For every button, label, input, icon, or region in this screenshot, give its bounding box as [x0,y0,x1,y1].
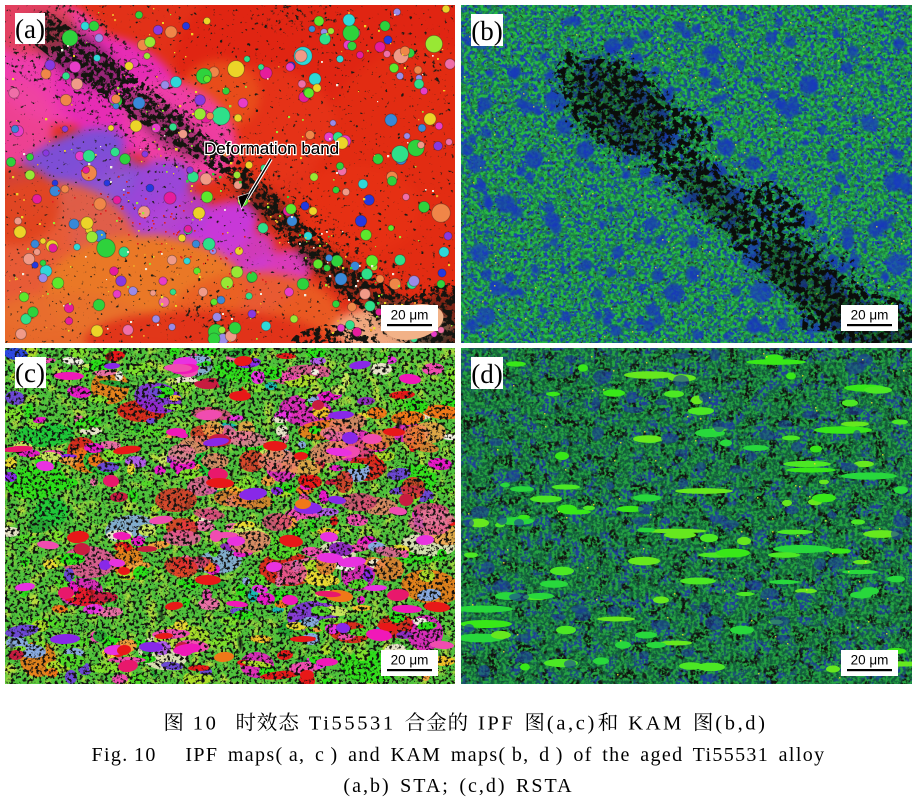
svg-text:20 μm: 20 μm [851,653,889,668]
svg-text:(c): (c) [15,358,45,388]
svg-text:20 μm: 20 μm [391,308,429,323]
svg-text:(b): (b) [471,16,502,46]
svg-text:20 μm: 20 μm [851,308,889,323]
svg-text:(b,d): (b,d) [715,713,767,735]
svg-text:(a,c): (a,c) [547,713,597,735]
svg-text:Ti55531: Ti55531 [309,713,396,735]
svg-text:10: 10 [193,713,219,735]
svg-text:20 μm: 20 μm [391,653,429,668]
svg-text:KAM: KAM [628,713,684,735]
svg-text:(d): (d) [471,359,502,389]
svg-text:IPF: IPF [478,713,515,735]
svg-text:Deformation band: Deformation band [204,139,339,158]
svg-text:Deformation band: Deformation band [204,139,339,158]
svg-text:(a): (a) [15,14,45,44]
